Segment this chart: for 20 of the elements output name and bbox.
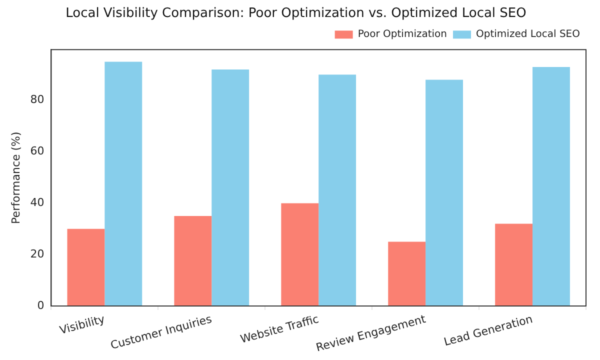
bar (281, 203, 319, 306)
y-tick-label: 40 (30, 196, 44, 210)
y-tick-label: 20 (30, 247, 44, 260)
bar (174, 216, 212, 306)
bar (426, 80, 463, 306)
bar (104, 62, 142, 306)
bar (388, 242, 426, 306)
legend-label: Optimized Local SEO (476, 29, 580, 40)
bar (67, 228, 105, 306)
bar (318, 74, 356, 306)
bar (212, 70, 250, 306)
bar (495, 224, 533, 306)
chart-title: Local Visibility Comparison: Poor Optimization vs. Optimized Local SEO (66, 6, 526, 22)
y-tick-label: 0 (37, 298, 44, 312)
y-axis-title: Performance (%) (9, 132, 22, 224)
bar (532, 66, 570, 306)
y-tick-label: 60 (30, 144, 44, 158)
x-tick-label: Visibility (58, 312, 107, 337)
y-tick-label: 80 (30, 93, 44, 106)
legend-label: Poor Optimization (358, 29, 448, 40)
